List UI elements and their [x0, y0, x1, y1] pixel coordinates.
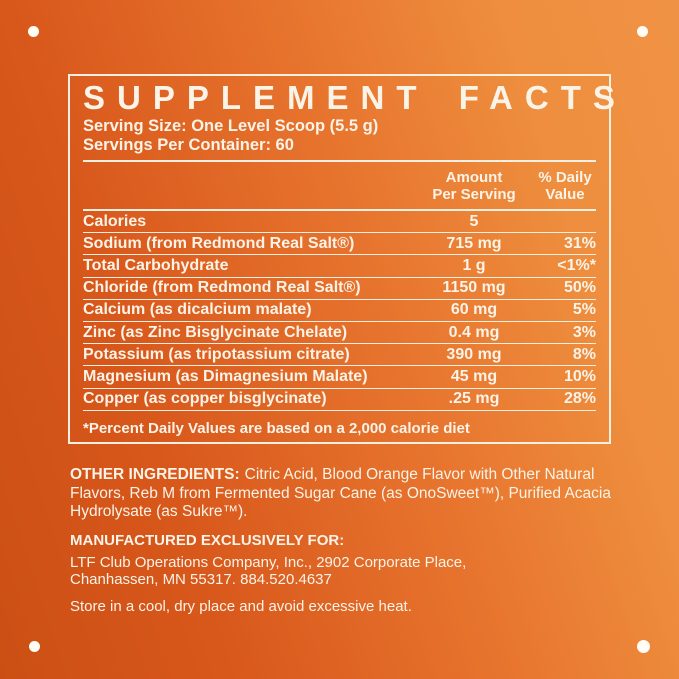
table-row: Sodium (from Redmond Real Salt®) 715 mg 31…	[83, 233, 596, 256]
daily-value: 28%	[563, 390, 596, 408]
manufacturer-address-line1: LTF Club Operations Company, Inc., 2902 …	[70, 553, 467, 571]
storage-instructions: Store in a cool, dry place and avoid exc…	[70, 598, 412, 615]
amount-per-serving: 0.4 mg	[448, 323, 500, 341]
supplement-facts-panel: SUPPLEMENT FACTS Serving Size: One Level…	[68, 74, 627, 444]
divider	[83, 160, 596, 162]
amount-per-serving: .25 mg	[448, 390, 500, 408]
amount-per-serving: 715 mg	[446, 234, 502, 252]
other-ingredients-text: Citric Acid, Blood Orange Flavor with Ot…	[70, 466, 611, 520]
manufactured-for-heading: MANUFACTURED EXCLUSIVELY FOR:	[70, 532, 345, 549]
table-row: Zinc (as Zinc Bisglycinate Chelate) 0.4 m…	[83, 322, 596, 345]
daily-value: 3%	[572, 323, 596, 341]
nutrient-name: Potassium (as tripotassium citrate)	[83, 345, 350, 363]
table-row: Total Carbohydrate 1 g <1%*	[83, 255, 596, 278]
daily-value-column-header-line2: Value	[545, 186, 585, 203]
registration-dot-bottom-right	[637, 640, 650, 653]
daily-value: 31%	[563, 234, 596, 252]
panel-title: SUPPLEMENT FACTS	[83, 79, 627, 116]
serving-size: Serving Size: One Level Scoop (5.5 g)	[83, 117, 379, 135]
nutrient-name: Magnesium (as Dimagnesium Malate)	[83, 367, 368, 385]
manufactured-for: MANUFACTURED EXCLUSIVELY FOR: LTF Club O…	[70, 532, 466, 589]
amount-per-serving: 1150 mg	[442, 279, 506, 297]
daily-value-column-header: % Daily Value	[534, 169, 596, 203]
table-row: Potassium (as tripotassium citrate) 390 m…	[83, 344, 596, 367]
amount-column-header-line2: Per Serving	[432, 186, 516, 203]
daily-value: 50%	[563, 279, 596, 297]
nutrient-name: Sodium (from Redmond Real Salt®)	[83, 234, 355, 252]
servings-per-container: Servings Per Container: 60	[83, 136, 294, 154]
nutrient-name: Copper (as copper bisglycinate)	[83, 390, 327, 408]
table-row: Copper (as copper bisglycinate) .25 mg 28%	[83, 389, 596, 411]
nutrient-name: Chloride (from Redmond Real Salt®)	[83, 279, 361, 297]
table-row: Magnesium (as Dimagnesium Malate) 45 mg 10…	[83, 366, 596, 389]
nutrient-name: Total Carbohydrate	[83, 256, 229, 274]
amount-per-serving: 390 mg	[446, 345, 502, 363]
daily-value: 8%	[572, 345, 596, 363]
table-row: Calcium (as dicalcium malate) 60 mg 5%	[83, 300, 596, 322]
registration-dot-top-left	[28, 26, 39, 37]
facts-table-body: Calories 5 Sodium (from Redmond Real Salt®…	[83, 211, 596, 411]
amount-per-serving: 45 mg	[450, 367, 498, 385]
daily-value: <1%*	[557, 256, 596, 274]
table-row: Chloride (from Redmond Real Salt®) 1150 m…	[83, 278, 596, 300]
daily-value-column-header-line1: % Daily	[538, 169, 592, 186]
manufacturer-address-line2: Chanhassen, MN 55317. 884.520.4637	[70, 571, 332, 588]
other-ingredients: OTHER INGREDIENTS: Citric Acid, Blood Ora…	[70, 466, 616, 522]
daily-value: 10%	[563, 367, 596, 385]
daily-value: 5%	[572, 301, 596, 319]
column-headers: Amount Per Serving % Daily Value	[83, 162, 596, 211]
nutrient-name: Zinc (as Zinc Bisglycinate Chelate)	[83, 323, 348, 341]
registration-dot-top-right	[637, 26, 648, 37]
table-row: Calories 5	[83, 211, 596, 234]
amount-per-serving: 5	[469, 212, 479, 230]
nutrient-name: Calcium (as dicalcium malate)	[83, 301, 312, 319]
daily-value-footnote: *Percent Daily Values are based on a 2,0…	[83, 419, 470, 437]
nutrient-name: Calories	[83, 212, 147, 230]
amount-per-serving: 1 g	[462, 256, 486, 274]
amount-column-header-line1: Amount	[445, 169, 503, 186]
other-ingredients-heading: OTHER INGREDIENTS:	[70, 466, 240, 483]
amount-per-serving: 60 mg	[450, 301, 498, 319]
registration-dot-bottom-left	[29, 641, 40, 652]
amount-column-header: Amount Per Serving	[414, 169, 534, 203]
